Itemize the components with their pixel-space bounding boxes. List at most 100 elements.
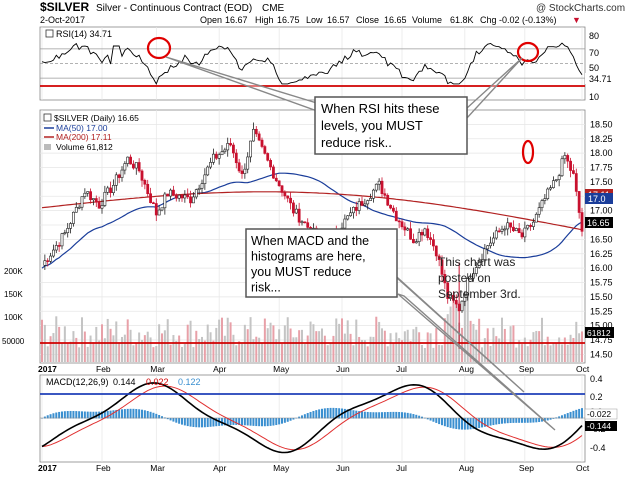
volume-bar [289,328,292,362]
candle-body [286,195,290,199]
macd-histogram-bar [415,414,418,419]
macd-histogram-bar [326,408,329,419]
candle-body [532,221,535,227]
macd-histogram-bar [278,418,281,425]
volume-bar [343,333,346,362]
volume-bar [521,344,523,362]
candle-body [226,143,230,151]
macd-histogram-bar [338,408,341,419]
macd-histogram-bar [438,418,441,425]
volume-bar [572,338,575,362]
volume-bar [123,334,126,362]
note-line: histograms are here, [251,250,366,264]
macd-histogram-bar [86,411,89,419]
macd-histogram-bar [501,418,503,424]
volume-bar [541,317,543,362]
macd-histogram-bar [66,411,69,419]
macd-histogram-bar [289,418,292,421]
candle-body [49,255,52,262]
volume-bar [461,327,463,362]
macd-histogram-bar [561,415,563,419]
volume-bar [383,330,386,362]
macd-legend: MACD(12,26,9) 0.144 0.022 0.122 [46,377,201,387]
macd-histogram-bar [412,414,415,419]
volume-bar [152,347,155,362]
macd-histogram-bar [306,413,309,419]
rsi-tick-50: 50 [589,63,599,73]
candle-body [194,189,198,198]
candle-body [434,245,438,257]
candle-body [223,149,227,153]
macd-histogram-bar [58,411,61,419]
candle-body [177,194,181,199]
high-value: 16.75 [277,15,300,25]
macd-histogram-bar [449,418,452,428]
candle-body [57,245,61,247]
price-legend-ma200: MA(200) 17.11 [56,132,112,142]
candle-body [509,222,512,228]
note-line: risk... [251,281,281,295]
candle-body [412,239,415,244]
candle-body [403,226,407,231]
volume-bar [561,344,563,362]
candle-body [360,201,364,206]
volume-bar [69,341,72,362]
note-line: This chart was [438,255,515,269]
volume-bar [418,332,421,362]
macd-histogram-bar [383,412,386,419]
open-label: Open [200,15,222,25]
vol-tick-200k: 200K [4,267,23,276]
macd-histogram-bar [143,410,146,419]
volume-bar [41,319,43,362]
candle-body [134,162,138,169]
volume-bar [143,335,146,362]
macd-histogram-bar [298,416,301,419]
candle-body [497,230,501,233]
candle-body [169,189,172,197]
month-label: Aug [459,364,474,374]
candle-body [492,237,495,244]
macd-histogram-bar [372,412,375,419]
candle-body [157,209,161,216]
macd-histogram-bar [426,418,429,420]
macd-histogram-bar [492,418,495,426]
volume-bar [526,346,529,362]
macd-histogram-bar [323,408,326,419]
volume-bar [183,343,186,362]
macd-legend-hist: 0.122 [178,377,201,387]
volume-bar [446,314,449,362]
candle-body [303,221,307,224]
candle-body [397,220,401,223]
macd-histogram-bar [483,418,486,427]
candle-body [446,282,450,299]
month-label: Jun [336,364,350,374]
candle-body [454,300,458,305]
volume-bar [558,337,561,362]
volume-bar [46,346,49,362]
volume-bar [172,335,175,362]
note-line: September 3rd. [438,287,521,301]
candle-body [163,193,167,209]
macd-histogram-bar [515,418,518,423]
volume-bar [95,326,98,362]
volume-bar [63,326,66,362]
volume-bar [103,338,106,362]
candle-body [143,180,147,185]
candle-body [374,183,378,191]
candle-body [520,232,524,238]
volume-bar [286,317,289,362]
volume-bar [161,333,163,362]
macd-histogram-bar [266,418,269,427]
rsi-path [41,42,583,85]
macd-histogram-bar [572,410,575,419]
candle-body [123,163,127,171]
volume-bar [301,329,303,362]
candle-body [372,189,375,199]
macd-histogram-bar [83,411,86,419]
macd-histogram-bar [181,418,183,425]
candle-body [283,192,287,197]
candle-body [426,228,430,238]
macd-histogram-bar [92,411,95,419]
macd-histogram-bar [126,408,129,419]
macd-histogram-bar [335,407,338,419]
